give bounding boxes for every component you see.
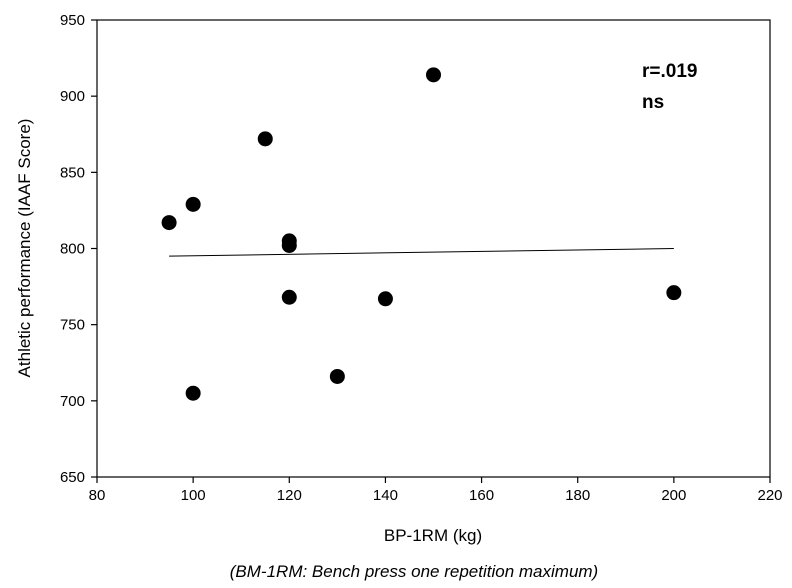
x-tick-label: 220	[757, 487, 782, 504]
trendline-group	[169, 248, 674, 257]
data-point	[161, 215, 177, 231]
data-point	[281, 237, 297, 253]
y-tick-label: 800	[60, 241, 85, 258]
x-tick-label: 160	[469, 487, 494, 504]
y-tick-label: 700	[60, 393, 85, 410]
data-point	[426, 67, 441, 83]
x-tick-label: 180	[565, 487, 590, 504]
annotations: r=.019 ns	[642, 61, 697, 113]
y-tick-label: 900	[60, 88, 85, 105]
data-point	[185, 196, 201, 212]
y-tick-label: 750	[60, 317, 85, 334]
x-tick-label: 80	[89, 487, 106, 504]
x-tick-label: 140	[373, 487, 398, 504]
data-point	[666, 285, 682, 301]
trendline	[169, 248, 674, 257]
data-point	[281, 289, 297, 305]
x-tick-label: 200	[661, 487, 686, 504]
data-point	[329, 368, 345, 384]
y-tick-label: 850	[60, 164, 85, 181]
chart-caption: (BM-1RM: Bench press one repetition maxi…	[230, 562, 598, 581]
x-tick-label: 120	[277, 487, 302, 504]
y-tick-label: 950	[60, 12, 85, 29]
correlation-label: r=.019	[642, 61, 697, 82]
data-points	[161, 67, 682, 401]
x-axis-title: BP-1RM (kg)	[384, 526, 482, 545]
data-point	[377, 291, 393, 307]
x-axis-ticks: 80 100 120 140 160 180 200 220	[89, 477, 783, 504]
y-tick-label: 650	[60, 469, 85, 486]
y-axis-title: Athletic performance (IAAF Score)	[15, 119, 34, 378]
data-point	[185, 385, 201, 401]
data-point	[257, 131, 273, 147]
y-axis-ticks: 650 700 750 800 850 900 950	[60, 12, 97, 486]
x-tick-label: 100	[181, 487, 206, 504]
significance-label: ns	[642, 92, 664, 113]
